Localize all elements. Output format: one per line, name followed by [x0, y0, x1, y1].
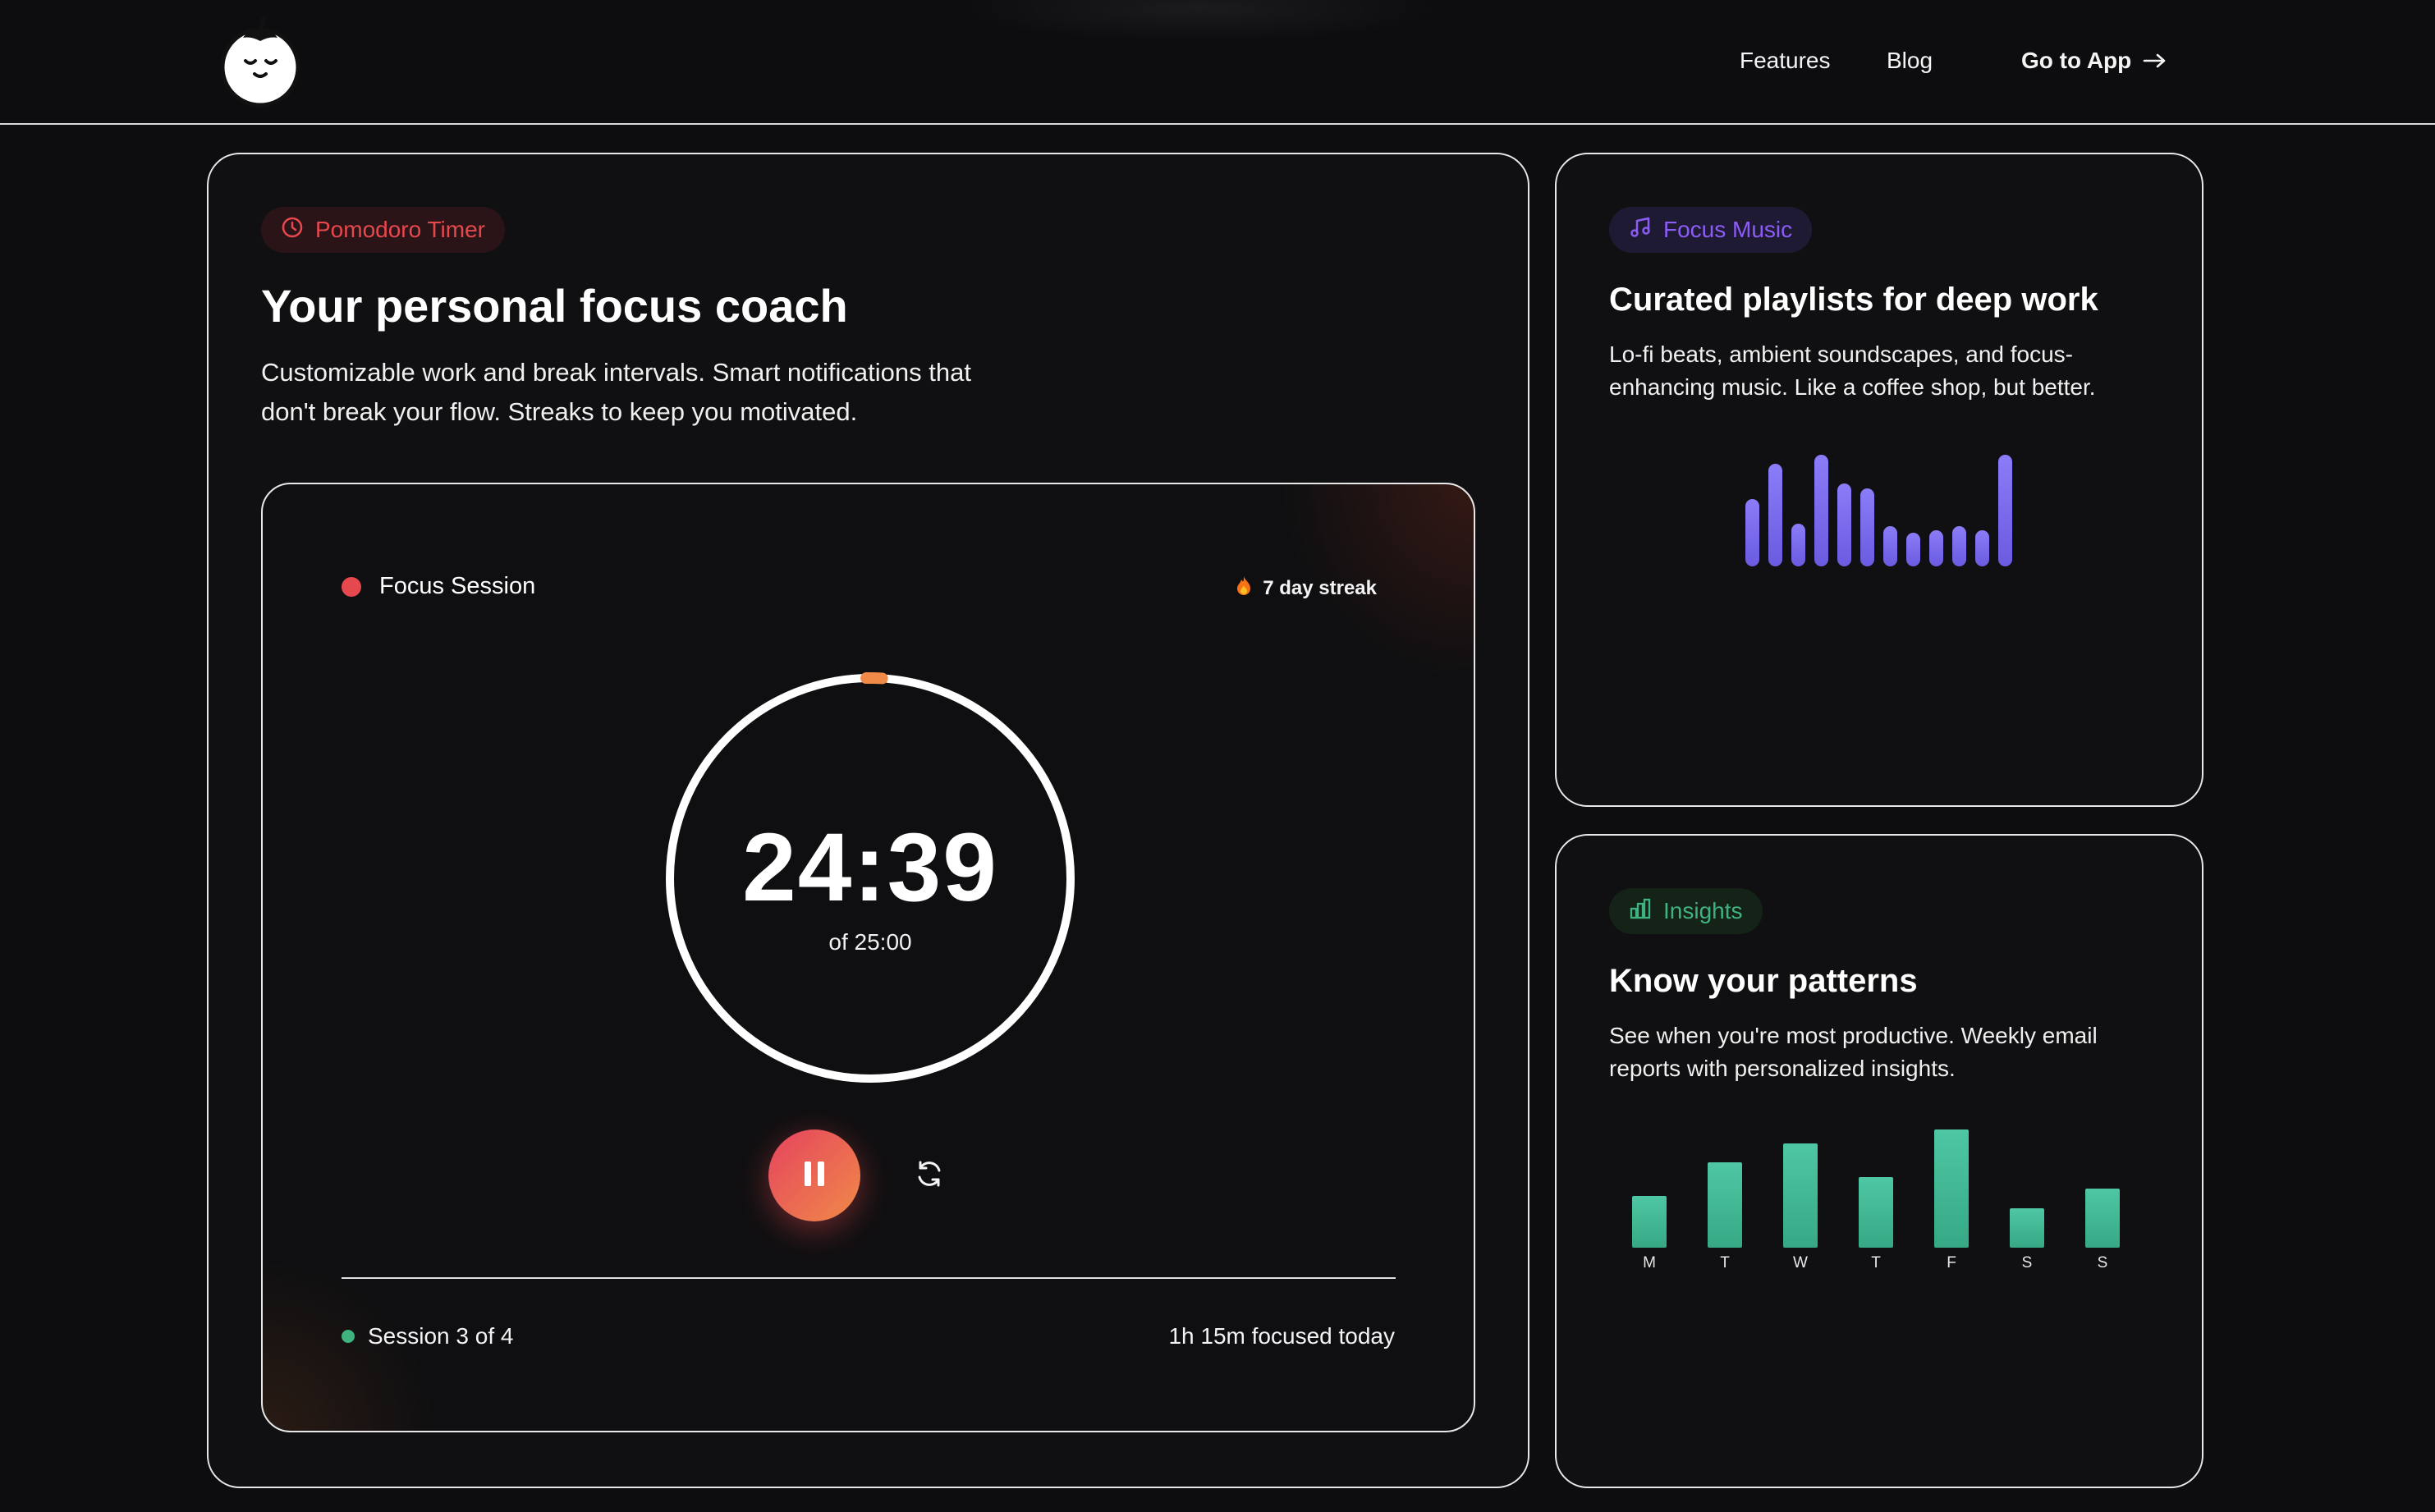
- streak-indicator: 7 day streak: [1235, 575, 1377, 602]
- pomodoro-feature-card: Pomodoro Timer Your personal focus coach…: [207, 153, 1529, 1488]
- weekly-chart-bar: [2085, 1189, 2120, 1248]
- refresh-icon: [914, 1158, 945, 1194]
- weekly-chart-day-label: W: [1793, 1254, 1808, 1271]
- pause-button[interactable]: [768, 1129, 860, 1221]
- insights-card: Insights Know your patterns See when you…: [1555, 834, 2203, 1488]
- equalizer-bar: [1975, 530, 1989, 566]
- tomato-mascot-logo[interactable]: [218, 13, 302, 108]
- weekly-chart-day-label: S: [2097, 1254, 2108, 1271]
- weekly-chart-bar: [1934, 1129, 1969, 1248]
- time-remaining: 24:39: [742, 813, 998, 922]
- equalizer-bar: [1814, 455, 1828, 566]
- insights-badge-label: Insights: [1663, 898, 1743, 923]
- weekly-chart-bar: [1632, 1196, 1667, 1248]
- equalizer-bar: [1791, 524, 1805, 566]
- session-status-dot: [342, 576, 361, 597]
- go-to-app-label: Go to App: [2021, 48, 2132, 73]
- focused-today-text: 1h 15m focused today: [1168, 1323, 1395, 1349]
- equalizer-bar: [1837, 483, 1851, 566]
- equalizer-bar: [1998, 455, 2012, 566]
- audio-equalizer-visual: [1745, 455, 2025, 566]
- equalizer-bar: [1906, 533, 1920, 566]
- session-counter-dot: [342, 1330, 355, 1343]
- equalizer-bar: [1768, 464, 1782, 566]
- go-to-app-button[interactable]: Go to App: [2021, 46, 2167, 76]
- music-note-icon: [1629, 216, 1652, 245]
- equalizer-bar: [1883, 526, 1897, 566]
- nav-blog-link[interactable]: Blog: [1887, 48, 1933, 73]
- session-counter-text: Session 3 of 4: [368, 1323, 514, 1349]
- top-nav: Features Blog Go to App: [0, 0, 2435, 125]
- reset-button[interactable]: [910, 1156, 949, 1195]
- pomodoro-timer-badge: Pomodoro Timer: [261, 207, 505, 253]
- bar-chart-icon: [1629, 897, 1652, 926]
- weekly-chart-day-label: S: [2021, 1254, 2033, 1271]
- time-total: of 25:00: [828, 929, 912, 955]
- focus-session-text: Focus Session: [379, 573, 536, 599]
- weekly-chart-day-label: M: [1643, 1254, 1656, 1271]
- equalizer-bar: [1952, 526, 1966, 566]
- focus-music-card: Focus Music Curated playlists for deep w…: [1555, 153, 2203, 807]
- weekly-chart-bar: [1708, 1162, 1742, 1248]
- focus-session-label: Focus Session: [342, 573, 535, 600]
- equalizer-bar: [1929, 530, 1943, 566]
- weekly-chart-bar: [2010, 1208, 2044, 1248]
- main-card-description: Customizable work and break intervals. S…: [261, 358, 971, 426]
- weekly-chart-day-label: F: [1947, 1254, 1956, 1271]
- main-card-title: Your personal focus coach: [261, 280, 848, 332]
- timer-widget: Focus Session 7 day streak 24:39: [261, 483, 1475, 1432]
- equalizer-bar: [1745, 499, 1759, 566]
- focus-music-badge-label: Focus Music: [1663, 217, 1793, 242]
- equalizer-bar: [1860, 488, 1874, 566]
- arrow-right-icon: [2143, 53, 2167, 69]
- timer-divider: [342, 1277, 1396, 1279]
- insights-card-title: Know your patterns: [1609, 963, 1918, 999]
- focus-music-badge: Focus Music: [1609, 207, 1813, 253]
- pause-icon: [802, 1160, 827, 1192]
- insights-badge: Insights: [1609, 888, 1763, 934]
- pomodoro-timer-badge-label: Pomodoro Timer: [315, 217, 485, 242]
- music-card-title: Curated playlists for deep work: [1609, 282, 2098, 318]
- streak-text: 7 day streak: [1263, 576, 1377, 599]
- clock-icon: [281, 216, 304, 245]
- fire-icon: [1235, 575, 1253, 602]
- session-counter: Session 3 of 4: [342, 1323, 513, 1349]
- music-card-description: Lo-fi beats, ambient soundscapes, and fo…: [1609, 341, 2096, 400]
- weekly-chart-bar: [1783, 1143, 1818, 1248]
- nav-features-link[interactable]: Features: [1740, 48, 1831, 73]
- timer-progress-ring: 24:39 of 25:00: [657, 665, 1084, 1092]
- insights-card-description: See when you're most productive. Weekly …: [1609, 1023, 2098, 1081]
- weekly-chart-bar: [1859, 1177, 1893, 1248]
- weekly-chart-day-label: T: [1871, 1254, 1881, 1271]
- weekly-chart-day-label: T: [1720, 1254, 1730, 1271]
